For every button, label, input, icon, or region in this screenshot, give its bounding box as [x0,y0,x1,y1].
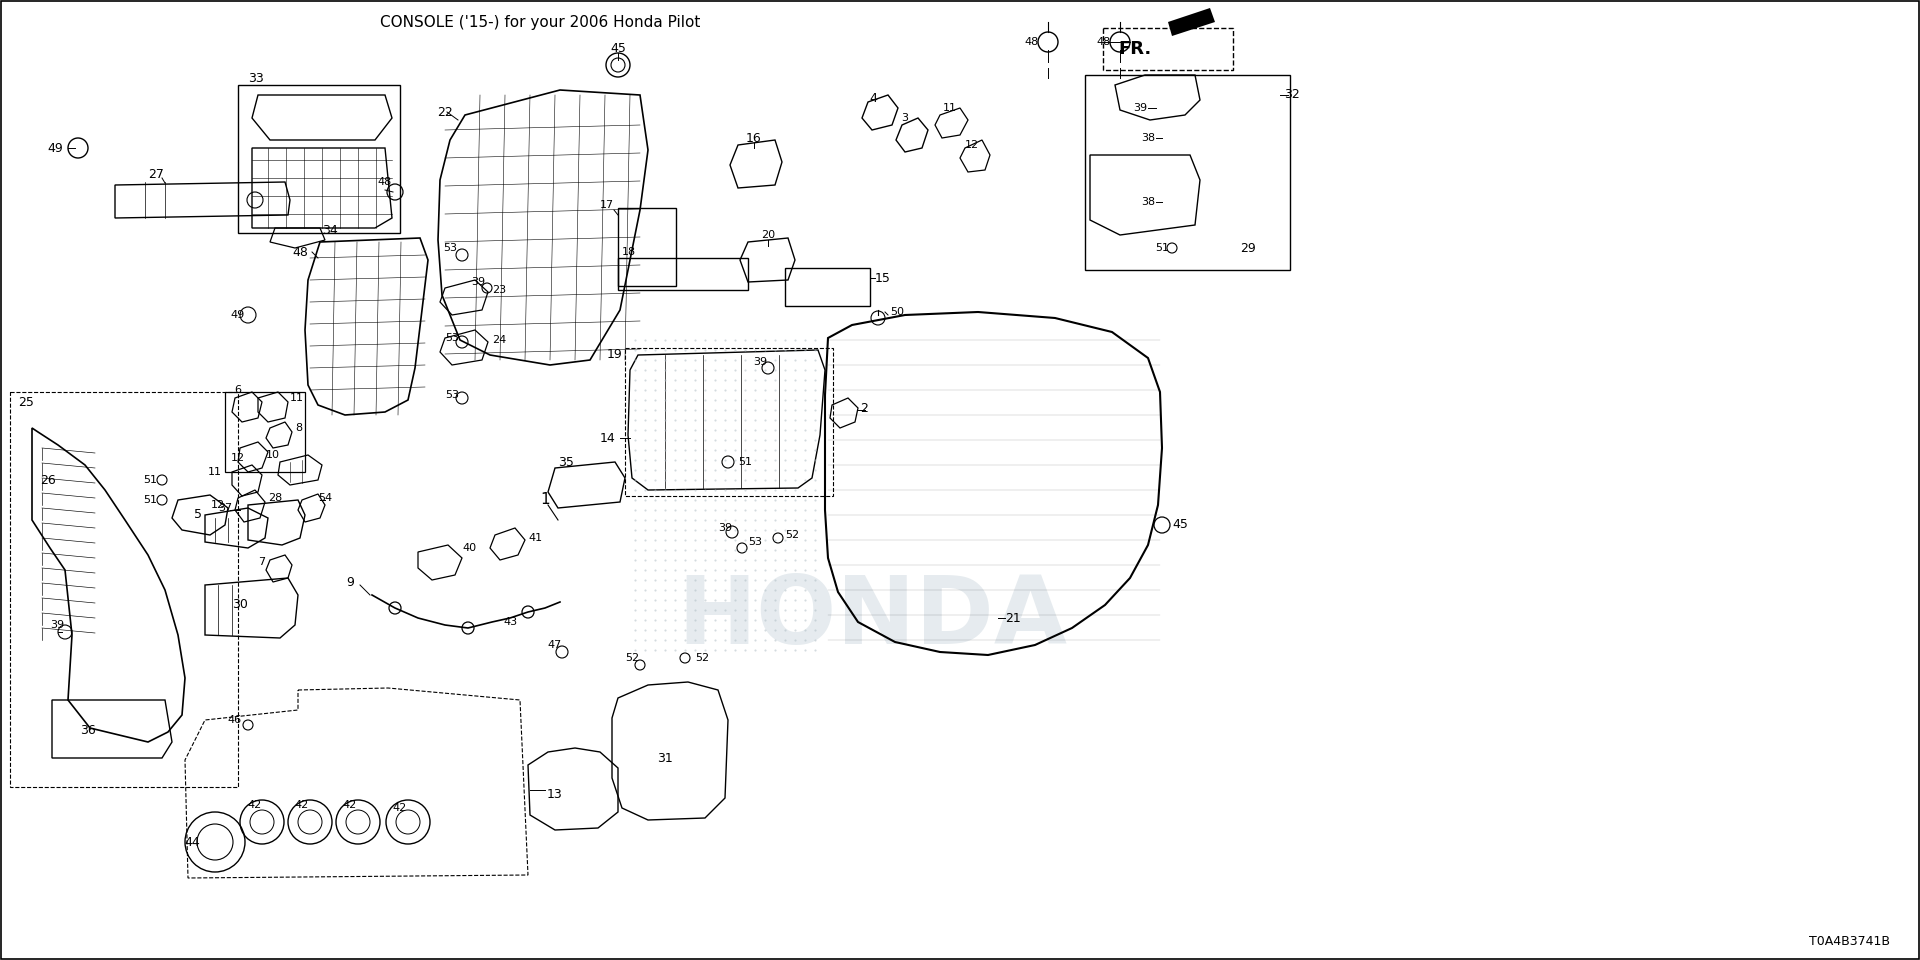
Text: 5: 5 [194,509,202,521]
Bar [225,392,305,472]
Text: 44: 44 [184,835,200,849]
Text: 12: 12 [966,140,979,150]
Text: 23: 23 [492,285,507,295]
Text: 51: 51 [737,457,753,467]
Text: 21: 21 [1004,612,1021,625]
Text: 10: 10 [267,450,280,460]
Text: 15: 15 [876,272,891,284]
Text: 50: 50 [891,307,904,317]
Bar [238,85,399,233]
Text: 28: 28 [269,493,282,503]
Text: 9: 9 [346,575,353,588]
Text: 45: 45 [611,41,626,55]
Text: 45: 45 [1171,518,1188,532]
Text: 54: 54 [319,493,332,503]
Text: T0A4B3741B: T0A4B3741B [1809,935,1889,948]
Text: 27: 27 [148,169,163,181]
Text: 17: 17 [599,200,614,210]
Text: 11: 11 [207,467,223,477]
Text: 53: 53 [445,390,459,400]
Text: 43: 43 [503,617,516,627]
Text: 38: 38 [1140,133,1156,143]
Bar [626,348,833,496]
Text: 13: 13 [547,788,563,802]
Text: 4: 4 [870,91,877,105]
Text: 25: 25 [17,396,35,409]
Text: 2: 2 [860,401,868,415]
Bar [10,392,238,787]
Text: 38: 38 [1140,197,1156,207]
Text: 51: 51 [142,475,157,485]
Text: 11: 11 [943,103,956,113]
Text: 47: 47 [547,640,563,650]
Text: 49: 49 [230,310,246,320]
Text: 16: 16 [747,132,762,145]
Text: 18: 18 [622,247,636,257]
Text: 51: 51 [1156,243,1169,253]
Text: 22: 22 [438,106,453,118]
Text: 39: 39 [753,357,768,367]
Text: 52: 52 [785,530,799,540]
Text: 30: 30 [232,598,248,612]
Text: HONDA: HONDA [678,572,1068,664]
Text: 8: 8 [296,423,301,433]
Text: 42: 42 [296,800,309,810]
Text: FR.: FR. [1117,40,1152,58]
Text: 7: 7 [257,557,265,567]
Text: 39: 39 [470,277,486,287]
Text: 11: 11 [290,393,303,403]
Text: 33: 33 [248,71,263,84]
Text: 39: 39 [718,523,732,533]
Text: 36: 36 [81,724,96,736]
Text: 29: 29 [1240,242,1256,254]
Bar [1102,28,1233,70]
Text: 40: 40 [463,543,476,553]
Text: 42: 42 [248,800,263,810]
Bar [785,268,870,306]
Text: 20: 20 [760,230,776,240]
Text: 48: 48 [378,177,392,187]
Text: 32: 32 [1284,88,1300,102]
Text: 14: 14 [599,431,614,444]
Text: 6: 6 [234,385,242,395]
Text: 48: 48 [292,246,307,258]
Text: 48: 48 [1025,37,1039,47]
Bar [1085,75,1290,270]
Text: 41: 41 [528,533,541,543]
Text: 51: 51 [142,495,157,505]
Text: 46: 46 [228,715,242,725]
Bar [618,208,676,286]
Text: 53: 53 [445,333,459,343]
Text: 39: 39 [50,620,63,630]
Text: 53: 53 [749,537,762,547]
Text: 26: 26 [40,473,56,487]
Text: CONSOLE ('15-) for your 2006 Honda Pilot: CONSOLE ('15-) for your 2006 Honda Pilot [380,15,701,30]
Text: 24: 24 [492,335,507,345]
Text: 19: 19 [607,348,622,362]
Text: 49: 49 [48,141,63,155]
Text: 37: 37 [219,503,232,513]
Text: 12: 12 [211,500,225,510]
Text: 52: 52 [624,653,639,663]
Polygon shape [1167,8,1215,36]
Text: 1: 1 [540,492,549,508]
Text: 42: 42 [394,803,407,813]
Text: 31: 31 [657,752,672,764]
Text: 42: 42 [344,800,357,810]
Text: 35: 35 [559,455,574,468]
Text: 39: 39 [1133,103,1146,113]
Text: 34: 34 [323,224,338,236]
Text: 53: 53 [444,243,457,253]
Text: 48: 48 [1096,37,1112,47]
Bar [618,258,749,290]
Text: 52: 52 [695,653,708,663]
Text: 12: 12 [230,453,246,463]
Text: 3: 3 [902,113,908,123]
